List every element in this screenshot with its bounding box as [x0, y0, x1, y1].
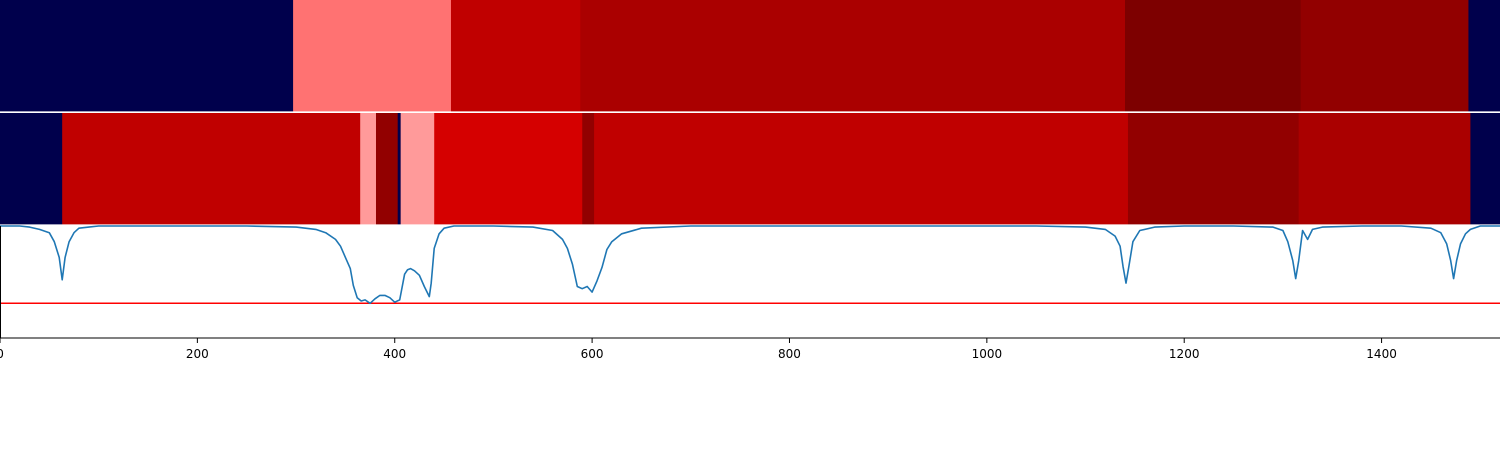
heatmap-segment	[293, 0, 452, 112]
x-tick-label: 1000	[972, 347, 1003, 361]
heatmap-segment	[1468, 0, 1500, 112]
heatmap-segment	[1470, 113, 1500, 225]
heatmap-track-top	[0, 0, 1500, 112]
x-tick-label: 800	[778, 347, 801, 361]
heatmap-segment	[580, 0, 1126, 112]
series-line	[0, 225, 1500, 305]
x-axis: 0 200 400 600 800 1000 1200 1400	[0, 226, 1500, 361]
heatmap-segment	[594, 113, 1129, 225]
heatmap-track-bottom	[0, 113, 1500, 225]
heatmap-segment	[1300, 0, 1469, 112]
heatmap-segment	[400, 113, 435, 225]
x-tick-label: 1400	[1366, 347, 1397, 361]
heatmap-segment	[360, 113, 377, 225]
heatmap-segment	[1125, 0, 1302, 112]
line-panel	[0, 225, 1500, 338]
heatmap-segment	[1127, 113, 1300, 225]
heatmap-segment	[1298, 113, 1471, 225]
heatmap-segment	[434, 113, 583, 225]
heatmap-segment	[582, 113, 595, 225]
heatmap-segment	[0, 113, 63, 225]
x-tick-label: 400	[383, 347, 406, 361]
heatmap-segment	[450, 0, 581, 112]
heatmap-segment	[397, 113, 402, 225]
x-tick-label: 1200	[1169, 347, 1200, 361]
x-tick-label: 0	[0, 347, 4, 361]
heatmap-segment	[375, 113, 399, 225]
line-panel-background	[0, 226, 1500, 338]
x-tick-label: 600	[581, 347, 604, 361]
heatmap-segment	[62, 113, 361, 225]
heatmap-segment	[0, 0, 294, 112]
x-tick-label: 200	[186, 347, 209, 361]
